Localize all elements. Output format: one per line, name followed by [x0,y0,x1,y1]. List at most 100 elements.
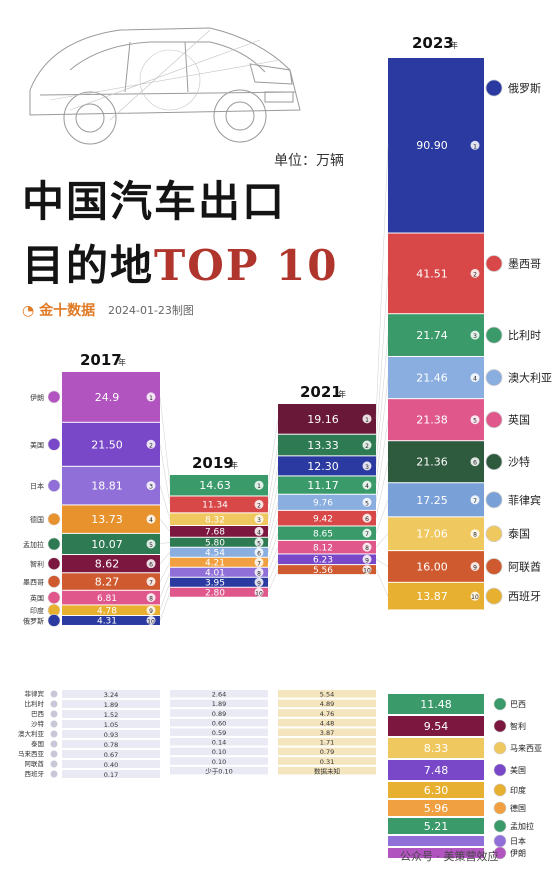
value-label: 11.34 [202,501,228,511]
flag-icon [493,846,507,860]
title-line-2-accent: TOP 10 [154,241,339,290]
small-bar [278,747,376,756]
small-value-label: 5.96 [424,802,449,815]
rank-badge [254,567,264,577]
rank-badge [254,557,264,567]
bar-2019-rank-10 [170,587,268,597]
small-value-label: 0.31 [320,758,334,766]
connector-line [375,335,389,466]
rank-badge [146,577,156,587]
footer-watermark: 公众号 · 美策营效应 [400,850,499,863]
bar-2019-rank-5 [170,537,268,547]
flag-icon [485,255,503,272]
bar-2023-rank-6 [388,441,484,483]
connector-line [375,273,389,446]
rank-number: 3 [257,517,261,524]
value-label: 4.31 [97,617,117,627]
rank-badge [254,587,264,597]
year-label-2021: 2021 [300,383,342,401]
bar-2017-rank-3 [62,466,160,505]
country-label: 阿联酋 [508,559,541,573]
connector-line [267,444,279,505]
flag-icon [50,720,58,728]
value-label: 16.00 [416,560,448,573]
connector-line [267,569,279,593]
year-label-2023: 2023 [412,34,454,52]
flag-icon [47,591,61,604]
rank-number: 2 [365,443,369,450]
country-label: 俄罗斯 [23,616,44,625]
bar-2017-rank-10 [62,615,160,625]
country-label: 孟加拉 [23,540,44,549]
rank-badge [254,499,264,509]
country-label: 日本 [510,836,526,846]
connector-line [375,569,389,597]
small-value-label: 1.05 [104,721,118,729]
value-label: 90.90 [416,139,448,152]
small-value-label: 9.54 [424,720,449,733]
small-bar [388,738,484,758]
flag-icon [485,369,503,386]
value-label: 41.51 [416,267,448,280]
value-label: 24.9 [95,391,120,404]
value-label: 21.36 [416,456,448,469]
bar-2023-rank-10 [388,582,484,610]
small-bar [388,800,484,816]
rank-badge [146,439,156,449]
small-value-label: 少于0.10 [205,767,232,775]
value-label: 8.32 [205,515,225,525]
rank-badge [146,539,156,549]
bar-2021-rank-5 [278,494,376,510]
flag-icon [50,750,58,758]
flag-icon [485,411,503,429]
value-label: 11.17 [307,479,339,492]
small-bar [278,718,376,727]
rank-number: 9 [257,580,261,587]
rank-badge [470,495,480,505]
rank-badge [146,392,156,402]
country-label: 沙特 [508,455,530,469]
rank-number: 2 [257,502,261,509]
small-bar [278,690,376,698]
country-label: 孟加拉 [510,821,534,831]
bar-2023-rank-7 [388,483,484,517]
bar-2019-rank-8 [170,567,268,577]
rank-badge [470,591,480,601]
small-value-label: 0.40 [104,761,118,769]
country-label: 澳大利亚 [508,371,552,385]
small-bar [278,766,376,775]
rank-number: 5 [365,500,369,507]
rank-number: 4 [149,517,153,524]
small-value-label: 0.60 [212,719,226,727]
rank-number: 1 [257,483,261,490]
small-bar [62,770,160,778]
flag-icon [50,740,58,748]
value-label: 4.78 [97,606,117,616]
rank-badge [362,513,372,523]
rank-number: 10 [255,590,263,597]
flag-icon [47,512,61,526]
bar-2021-rank-7 [278,526,376,540]
connector-line [159,552,171,564]
small-value-label: 0.93 [104,731,118,739]
value-label: 19.16 [307,413,339,426]
flag-icon [493,697,507,711]
rank-number: 5 [257,540,261,547]
small-bar [170,728,268,736]
flag-icon [47,557,61,570]
country-label: 阿联酋 [25,759,45,768]
others-2023: 11.48 巴西 9.54 智利 8.33 马来西亚 7.48 美国 6.30 印度 5.96 德国 5… [388,694,542,860]
small-value-label: 4.76 [320,710,334,718]
country-label: 巴西 [31,710,45,718]
country-label: 英国 [508,413,530,427]
bar-2019-rank-3 [170,513,268,526]
value-label: 8.62 [95,558,120,571]
bar-2019-rank-2 [170,496,268,513]
bar-2023-rank-4 [388,356,484,399]
rank-number: 6 [257,550,261,557]
rank-badge [362,440,372,450]
brand-logo: ◔ 金十数据 [22,300,95,320]
